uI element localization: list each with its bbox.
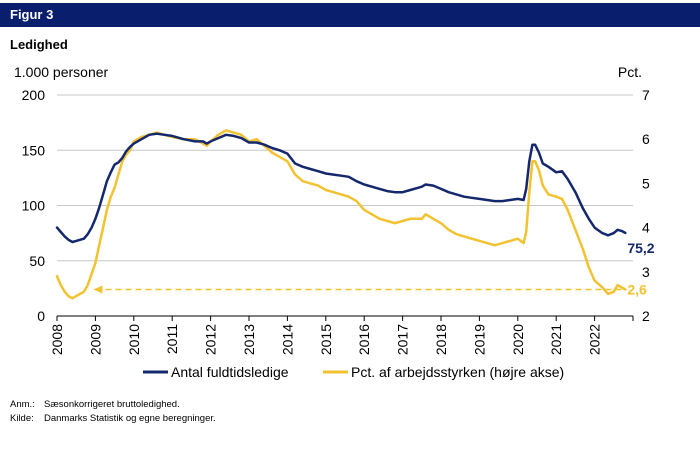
series-line-pct-arbejdsstyrken	[55, 129, 627, 300]
end-label-pct: 2,6	[627, 281, 647, 297]
right-tick-label: 4	[642, 220, 650, 236]
gridlines	[57, 94, 633, 262]
left-tick-label: 50	[29, 253, 45, 269]
note-anm-text: Sæsonkorrigeret bruttoledighed.	[44, 399, 180, 410]
x-tick-label: 2008	[49, 324, 65, 355]
series-layer: 2,6 75,2	[55, 129, 655, 300]
left-tick-label: 0	[37, 308, 45, 324]
legend: Antal fuldtidsledige Pct. af arbejdsstyrk…	[143, 364, 564, 380]
x-tick-label: 2015	[318, 324, 334, 355]
left-tick-label: 100	[22, 198, 46, 214]
right-tick-label: 5	[642, 175, 650, 191]
note-anm-key: Anm.:	[10, 399, 35, 410]
x-tick-label: 2011	[164, 324, 180, 354]
series-line-antal-fuldtidsledige	[55, 132, 627, 244]
note-anm: Anm.: Sæsonkorrigeret bruttoledighed.	[10, 399, 180, 410]
x-tick-label: 2018	[433, 324, 449, 355]
axes: 0 50 100 150 200 2 3 4 5 6 7 2008 2009 2010 2011 2012 20…	[22, 87, 650, 355]
figure-label: Figur 3	[10, 7, 54, 22]
figure-label-bar: Figur 3	[0, 3, 700, 27]
x-tick-label: 2022	[587, 324, 603, 355]
left-tick-label: 200	[22, 87, 46, 103]
x-tick-label: 2010	[126, 324, 142, 355]
right-tick-label: 6	[642, 131, 650, 147]
annotation-arrowhead	[93, 285, 103, 294]
x-tick-label: 2021	[548, 324, 564, 355]
right-tick-label: 3	[642, 264, 650, 280]
legend-label-pct: Pct. af arbejdsstyrken (højre akse)	[351, 364, 564, 380]
x-tick-label: 2016	[356, 324, 372, 355]
right-axis-unit: Pct.	[618, 64, 642, 80]
x-tick-label: 2014	[279, 324, 295, 355]
note-kilde: Kilde: Danmarks Statistik og egne beregni…	[10, 413, 216, 424]
left-tick-label: 150	[22, 142, 46, 158]
chart-title: Ledighed	[10, 37, 68, 52]
end-label-antal: 75,2	[627, 240, 654, 256]
x-tick-label: 2012	[203, 324, 219, 355]
legend-label-antal: Antal fuldtidsledige	[171, 364, 289, 380]
note-kilde-key: Kilde:	[10, 413, 34, 424]
x-tick-label: 2019	[471, 324, 487, 355]
x-tick-label: 2013	[241, 324, 257, 355]
note-kilde-text: Danmarks Statistik og egne beregninger.	[44, 413, 216, 424]
x-tick-label: 2017	[395, 324, 411, 355]
left-axis-unit: 1.000 personer	[14, 64, 109, 80]
annotation-layer	[93, 285, 622, 294]
x-tick-label: 2009	[87, 324, 103, 355]
right-tick-label: 2	[642, 308, 650, 324]
x-tick-label: 2020	[510, 324, 526, 355]
right-tick-label: 7	[642, 87, 650, 103]
